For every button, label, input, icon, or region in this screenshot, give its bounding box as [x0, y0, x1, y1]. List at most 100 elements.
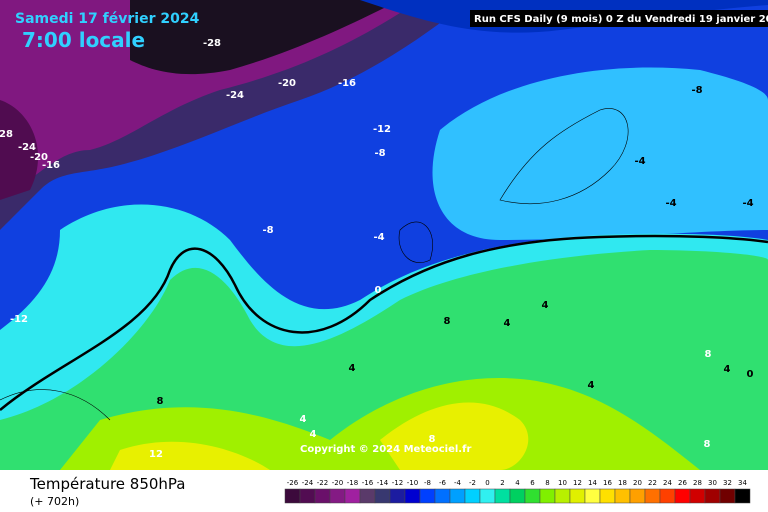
legend-swatch — [629, 488, 646, 504]
contour-label: 4 — [504, 318, 511, 329]
run-info: Run CFS Daily (9 mois) 0 Z du Vendredi 1… — [474, 14, 768, 25]
contour-label: -4 — [634, 156, 645, 167]
contour-label: 8 — [429, 434, 436, 445]
contour-label: -24 — [226, 90, 244, 101]
variable-name: Température 850hPa — [29, 475, 186, 493]
contour-label: -8 — [262, 225, 273, 236]
contour-label: 8 — [705, 349, 712, 360]
contour-label: 0 — [747, 369, 754, 380]
contour-label: -4 — [665, 198, 676, 209]
legend-swatch — [494, 488, 511, 504]
contour-label: 4 — [588, 380, 595, 391]
legend-swatch — [404, 488, 421, 504]
legend-label: 30 — [708, 479, 717, 487]
legend-label: 14 — [588, 479, 597, 487]
legend-label: 26 — [678, 479, 687, 487]
contour-label: -4 — [742, 198, 753, 209]
legend-label: 6 — [530, 479, 535, 487]
legend-swatch — [584, 488, 601, 504]
legend-label: -14 — [377, 479, 389, 487]
legend-swatch — [719, 488, 736, 504]
legend-label: 4 — [515, 479, 520, 487]
legend-label: 12 — [573, 479, 582, 487]
legend-label: 0 — [485, 479, 489, 487]
legend-swatch — [314, 488, 331, 504]
legend-swatch — [449, 488, 466, 504]
legend-swatch — [479, 488, 496, 504]
legend-label: -2 — [469, 479, 476, 487]
contour-label: 4 — [310, 429, 317, 440]
legend-label: -12 — [392, 479, 403, 487]
legend-swatch — [674, 488, 691, 504]
legend-label: -22 — [317, 479, 328, 487]
legend-swatch — [509, 488, 526, 504]
legend-swatch — [704, 488, 721, 504]
legend-swatch — [689, 488, 706, 504]
contour-label: -12 — [373, 124, 391, 135]
legend-label: -18 — [347, 479, 358, 487]
legend-label: -16 — [362, 479, 374, 487]
contour-label: 8 — [157, 396, 164, 407]
legend-label: -24 — [302, 479, 314, 487]
lead-time: (+ 702h) — [30, 495, 79, 508]
contour-label: 0 — [375, 285, 382, 296]
legend-label: 10 — [558, 479, 567, 487]
legend-swatch — [359, 488, 376, 504]
legend-label: 18 — [618, 479, 627, 487]
contour-label: -12 — [10, 314, 28, 325]
legend-label: -20 — [332, 479, 343, 487]
legend-label: 20 — [633, 479, 642, 487]
map-field — [0, 0, 768, 471]
contour-label: -16 — [42, 160, 60, 171]
contour-label: -16 — [338, 78, 356, 89]
legend-label: -8 — [424, 479, 431, 487]
legend-label: 16 — [603, 479, 612, 487]
contour-label: -8 — [691, 85, 702, 96]
contour-label: 4 — [724, 364, 731, 375]
legend-label: 34 — [738, 479, 747, 487]
legend-swatch — [419, 488, 436, 504]
contour-label: -28 — [203, 38, 221, 49]
contour-label: -24 — [18, 142, 36, 153]
contour-label: 12 — [149, 449, 163, 460]
contour-label: -8 — [374, 148, 385, 159]
legend-label: -4 — [454, 479, 462, 487]
legend-swatch — [524, 488, 541, 504]
legend-label: -6 — [439, 479, 447, 487]
legend-label: -26 — [287, 479, 299, 487]
map-date: Samedi 17 février 2024 — [15, 11, 200, 27]
legend-label: 22 — [648, 479, 657, 487]
contour-label: 4 — [542, 300, 549, 311]
legend-swatch — [554, 488, 571, 504]
legend-swatch — [284, 488, 301, 504]
contour-label: 8 — [704, 439, 711, 450]
legend-swatch — [374, 488, 391, 504]
legend-label: 2 — [500, 479, 504, 487]
legend-label: 28 — [693, 479, 702, 487]
legend-swatch — [389, 488, 406, 504]
contour-label: 8 — [444, 316, 451, 327]
legend-swatch — [569, 488, 586, 504]
legend-swatch — [734, 488, 751, 504]
copyright: Copyright © 2024 Meteociel.fr — [300, 444, 471, 455]
legend-swatch — [539, 488, 556, 504]
legend-swatch — [599, 488, 616, 504]
contour-label: 28 — [0, 129, 13, 140]
contour-label: -20 — [278, 78, 296, 89]
legend-swatch — [614, 488, 631, 504]
contour-label: 4 — [349, 363, 356, 374]
legend-swatch — [659, 488, 676, 504]
map-time: 7:00 locale — [22, 28, 145, 52]
legend-swatch — [464, 488, 481, 504]
legend-swatch — [344, 488, 361, 504]
legend-swatch — [434, 488, 451, 504]
contour-label: -20 — [30, 152, 48, 163]
contour-label: 4 — [300, 414, 307, 425]
legend-swatch — [644, 488, 661, 504]
run-box — [470, 10, 768, 27]
contour-label: -4 — [373, 232, 384, 243]
legend-label: 32 — [723, 479, 732, 487]
legend-label: -10 — [407, 479, 418, 487]
